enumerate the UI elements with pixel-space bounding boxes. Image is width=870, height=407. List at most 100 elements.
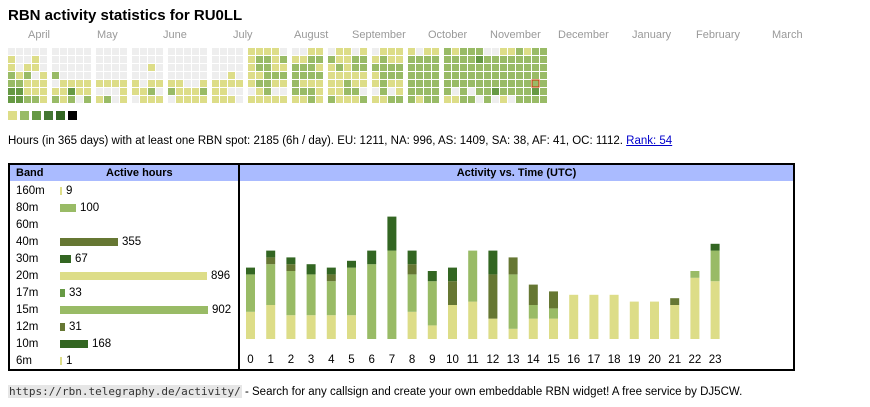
heatmap-day-cell	[316, 88, 323, 95]
heatmap-day-cell	[120, 96, 127, 103]
heatmap-day-cell	[112, 88, 119, 95]
heatmap-day-cell	[96, 56, 103, 63]
heatmap-day-cell	[524, 88, 531, 95]
heatmap-day-cell	[24, 64, 31, 71]
heatmap-day-cell	[184, 56, 191, 63]
heatmap-day-cell	[516, 88, 523, 95]
heatmap-day-cell	[508, 72, 515, 79]
heatmap-day-cell	[112, 48, 119, 55]
heatmap-day-cell	[84, 56, 91, 63]
heatmap-day-cell	[468, 64, 475, 71]
activity-bar-segment	[306, 264, 316, 275]
month-label: February	[696, 29, 741, 41]
heatmap-day-cell	[140, 88, 147, 95]
heatmap-day-cell	[328, 80, 335, 87]
heatmap-day-cell	[500, 48, 507, 55]
activity-bar-segment	[488, 318, 498, 339]
band-row: 60m	[10, 217, 238, 234]
heatmap-day-cell	[532, 56, 539, 63]
hour-tick-label: 16	[567, 354, 580, 366]
heatmap-day-cell	[360, 48, 367, 55]
heatmap-day-cell	[328, 64, 335, 71]
heatmap-day-cell	[508, 64, 515, 71]
heatmap-day-cell	[432, 48, 439, 55]
heatmap-day-cell	[532, 96, 539, 103]
heatmap-day-cell	[540, 56, 547, 63]
heatmap-day-cell	[444, 96, 451, 103]
activity-bar-segment	[326, 274, 336, 282]
heatmap-day-cell	[344, 72, 351, 79]
heatmap-day-cell	[396, 96, 403, 103]
heatmap-day-cell	[516, 48, 523, 55]
heatmap-day-cell	[460, 56, 467, 63]
heatmap-day-cell	[156, 96, 163, 103]
heatmap-day-cell	[300, 96, 307, 103]
heatmap-day-cell	[8, 56, 15, 63]
hour-tick-label: 7	[389, 354, 395, 366]
month-label: December	[558, 29, 609, 41]
rank-link[interactable]: Rank: 54	[626, 135, 673, 147]
activity-bar-segment	[710, 243, 720, 251]
heatmap-day-cell	[316, 56, 323, 63]
hour-tick-label: 20	[648, 354, 661, 366]
heatmap-day-cell	[292, 48, 299, 55]
heatmap-day-cell	[328, 96, 335, 103]
heatmap-day-cell	[524, 96, 531, 103]
heatmap-day-cell	[408, 56, 415, 63]
heatmap-day-cell	[236, 80, 243, 87]
heatmap-day-cell	[24, 72, 31, 79]
heatmap-day-cell	[308, 88, 315, 95]
activity-bar-segment	[609, 294, 619, 339]
band-name: 15m	[16, 304, 39, 316]
band-hours-bar	[60, 272, 207, 280]
heatmap-day-cell	[300, 72, 307, 79]
heatmap-day-cell	[32, 48, 39, 55]
heatmap-day-cell	[220, 64, 227, 71]
band-row: 40m 355	[10, 234, 238, 251]
heatmap-day-cell	[372, 64, 379, 71]
heatmap-day-cell	[104, 72, 111, 79]
heatmap-day-cell	[264, 64, 271, 71]
heatmap-day-cell	[360, 80, 367, 87]
time-panel-header: Activity vs. Time (UTC)	[240, 165, 793, 181]
band-row: 80m 100	[10, 200, 238, 217]
activity-bar-segment	[710, 250, 720, 282]
heatmap-day-cell	[8, 64, 15, 71]
heatmap-day-cell	[256, 48, 263, 55]
heatmap-day-cell	[524, 80, 531, 87]
hour-tick-label: 10	[446, 354, 459, 366]
band-hours-bar	[60, 289, 65, 297]
heatmap-day-cell	[360, 96, 367, 103]
legend-swatch	[44, 111, 53, 120]
activity-bar-segment	[427, 271, 437, 282]
heatmap-day-cell	[84, 72, 91, 79]
heatmap-day-cell	[484, 48, 491, 55]
band-row: 20m 896	[10, 268, 238, 285]
heatmap-day-cell	[236, 72, 243, 79]
footer-url[interactable]: https://rbn.telegraphy.de/activity/	[8, 385, 242, 398]
heatmap-day-cell	[408, 64, 415, 71]
heatmap-day-cell	[476, 80, 483, 87]
month-label: July	[233, 29, 253, 41]
heatmap-day-cell	[424, 48, 431, 55]
heatmap-day-cell	[52, 96, 59, 103]
heatmap-day-cell	[352, 64, 359, 71]
band-row: 15m 902	[10, 302, 238, 319]
activity-bar-segment	[347, 315, 356, 339]
heatmap-day-cell	[476, 56, 483, 63]
heatmap-day-cell	[192, 56, 199, 63]
band-name: 12m	[16, 321, 39, 333]
heatmap-day-cell	[176, 88, 183, 95]
heatmap-day-cell	[292, 80, 299, 87]
heatmap-day-cell	[40, 64, 47, 71]
heatmap-day-cell	[140, 96, 147, 103]
hour-tick-label: 22	[689, 354, 702, 366]
heatmap-day-cell	[292, 88, 299, 95]
activity-bar-segment	[387, 250, 397, 339]
heatmap-day-cell	[16, 48, 23, 55]
band-hours-value: 100	[80, 202, 100, 214]
heatmap-day-cell	[316, 96, 323, 103]
heatmap-day-cell	[476, 88, 483, 95]
activity-bar-segment	[407, 264, 417, 275]
hour-tick-label: 11	[467, 354, 479, 366]
